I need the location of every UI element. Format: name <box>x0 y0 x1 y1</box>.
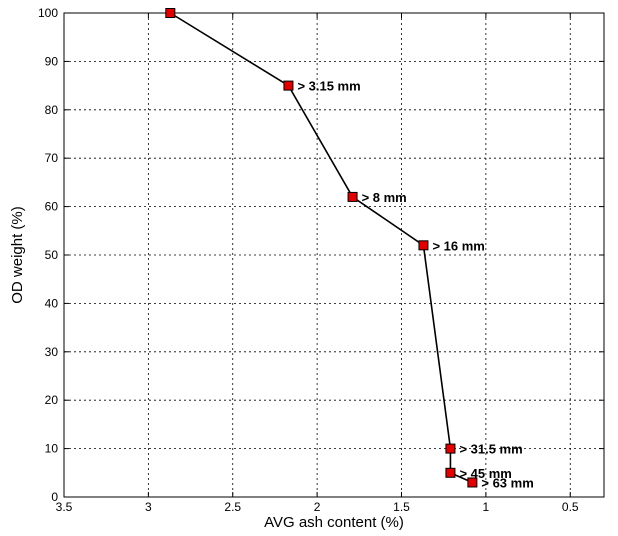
x-tick-label: 2.5 <box>224 500 241 514</box>
data-label: > 31.5 mm <box>459 442 522 457</box>
x-tick-label: 1.5 <box>393 500 410 514</box>
series: > 3.15 mm > 8 mm > 16 mm > 31.5 mm > 45 mm> … <box>165 8 534 490</box>
y-tick-label: 70 <box>45 151 59 165</box>
data-label: > 3.15 mm <box>297 79 360 94</box>
x-tick-label: 3.5 <box>56 500 73 514</box>
data-point <box>445 467 456 478</box>
y-tick-label: 30 <box>45 345 59 359</box>
y-tick-label: 0 <box>51 490 58 504</box>
y-tick-label: 50 <box>45 248 59 262</box>
y-tick-label: 80 <box>45 103 59 117</box>
data-label: > 63 mm <box>481 475 533 490</box>
data-point <box>347 191 358 202</box>
y-tick-label: 20 <box>45 393 59 407</box>
data-point <box>467 477 478 488</box>
y-tick-label: 10 <box>45 442 59 456</box>
y-tick-label: 90 <box>45 54 59 68</box>
x-tick-label: 1 <box>483 500 490 514</box>
x-tick-label: 2 <box>314 500 321 514</box>
data-point <box>445 443 456 454</box>
data-label: > 16 mm <box>432 238 484 253</box>
data-label: > 8 mm <box>362 190 407 205</box>
x-tick-label: 0.5 <box>562 500 579 514</box>
x-axis-label: AVG ash content (%) <box>264 514 404 531</box>
y-tick-label: 100 <box>38 6 58 20</box>
data-point <box>165 8 176 18</box>
grid <box>64 13 604 497</box>
x-tick-label: 3 <box>145 500 152 514</box>
y-axis-label: OD weight (%) <box>9 206 26 304</box>
y-tick-label: 40 <box>45 296 59 310</box>
data-label: > 45 mm <box>459 466 511 481</box>
data-point <box>283 80 294 91</box>
data-point <box>418 240 429 251</box>
ticks: 3.5 3 2.5 2 1.5 1 0.5 0 10 20 30 40 50 60 70 80 90 100 <box>38 6 604 514</box>
y-tick-label: 60 <box>45 200 59 214</box>
